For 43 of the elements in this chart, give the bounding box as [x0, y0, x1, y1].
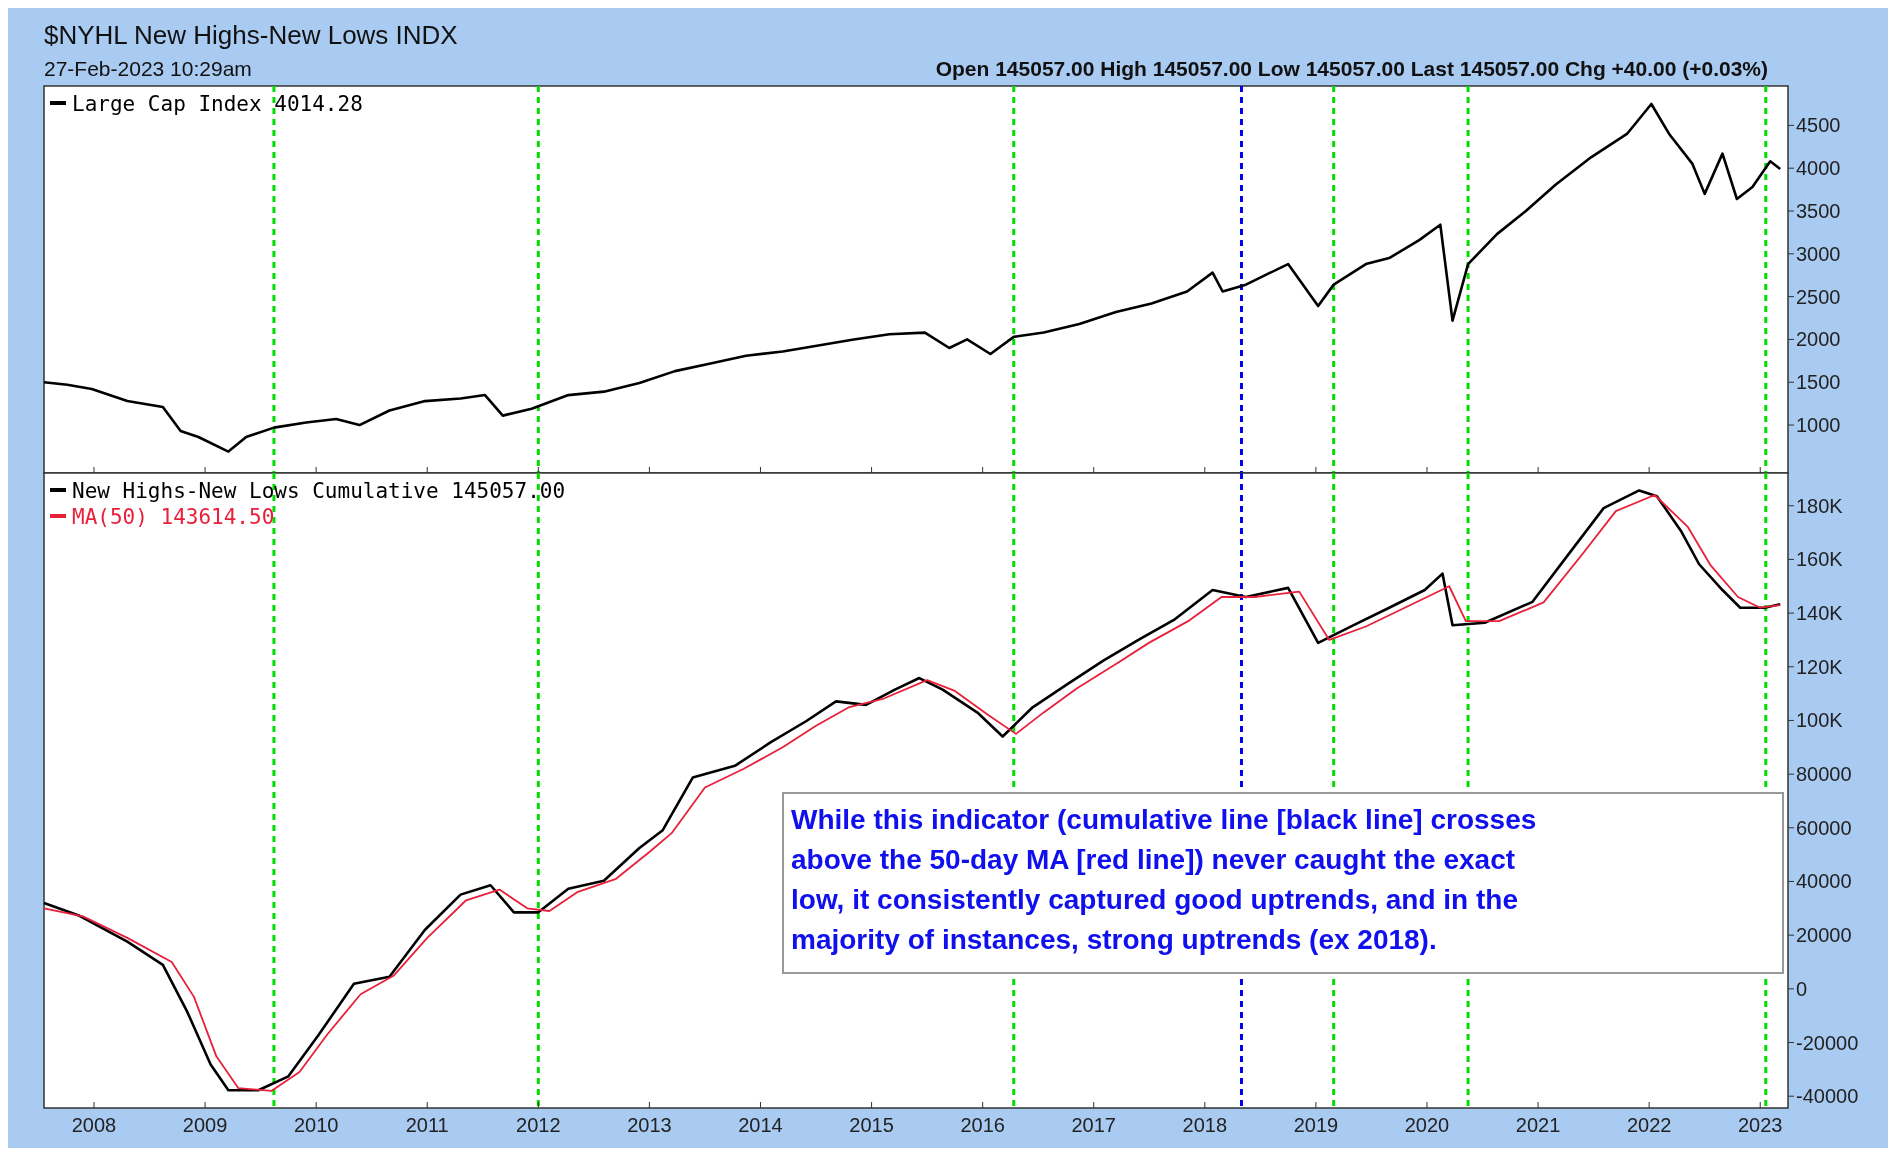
x-tick-label: 2016 — [960, 1114, 1005, 1136]
legend-label: New Highs-New Lows Cumulative 145057.00 — [72, 479, 566, 504]
y-tick-label: 120K — [1796, 655, 1844, 678]
y-tick-label: 160K — [1796, 548, 1844, 571]
y-tick-label: -40000 — [1796, 1085, 1859, 1108]
y-tick-label: 1500 — [1796, 371, 1841, 394]
annotation: While this indicator (cumulative line [black line] crosses above the 50-day MA [red line]) never caught the exact low, it consistently captured good uptrends, and in the majority of instances, strong uptrends (ex 2018). — [791, 804, 1537, 955]
y-tick-label: 40000 — [1796, 870, 1852, 893]
y-tick-label: -20000 — [1796, 1031, 1859, 1054]
y-tick-label: 4500 — [1796, 114, 1841, 137]
legend-label: MA(50) 143614.50 — [72, 505, 275, 530]
y-tick-label: 3000 — [1796, 242, 1841, 265]
x-tick-label: 2023 — [1737, 1114, 1783, 1136]
x-tick-label: 2009 — [182, 1114, 228, 1136]
y-tick-label: 60000 — [1796, 816, 1852, 839]
x-tick-label: 2015 — [849, 1114, 894, 1136]
y-tick-label: 2500 — [1796, 285, 1841, 308]
y-tick-label: 3500 — [1796, 200, 1841, 222]
x-tick-label: 2014 — [738, 1114, 783, 1136]
y-tick-label: 1000 — [1796, 414, 1841, 437]
chart-subtitle: 27-Feb-2023 10:29am — [44, 57, 252, 80]
x-tick-label: 2017 — [1071, 1114, 1116, 1136]
y-tick-label: 0 — [1796, 977, 1808, 1000]
y-tick-label: 2000 — [1796, 328, 1841, 351]
x-tick-label: 2012 — [516, 1114, 561, 1136]
x-tick-label: 2020 — [1404, 1114, 1450, 1136]
y-tick-label: 20000 — [1796, 924, 1852, 947]
y-tick-label: 180K — [1796, 494, 1844, 517]
y-tick-label: 80000 — [1796, 763, 1852, 786]
x-tick-label: 2021 — [1515, 1114, 1561, 1136]
legend-label: Large Cap Index 4014.28 — [72, 92, 363, 117]
x-tick-label: 2018 — [1182, 1114, 1228, 1136]
text: Open 145057.00 High 145057.00 Low 145057.00 Last 145057.00 Chg +40.00 (+0.03%) — [935, 57, 1768, 80]
x-tick-label: 2011 — [405, 1114, 449, 1136]
x-tick-label: 2010 — [293, 1114, 339, 1136]
y-tick-label: 100K — [1796, 709, 1844, 732]
y-tick-label: 140K — [1796, 602, 1844, 625]
x-tick-label: 2022 — [1626, 1114, 1672, 1136]
x-tick-label: 2013 — [627, 1114, 672, 1136]
chart-title: $NYHL New Highs-New Lows INDX — [44, 20, 458, 50]
x-tick-label: 2019 — [1293, 1114, 1339, 1136]
x-tick-label: 2008 — [71, 1114, 117, 1136]
y-tick-label: 4000 — [1796, 157, 1841, 180]
